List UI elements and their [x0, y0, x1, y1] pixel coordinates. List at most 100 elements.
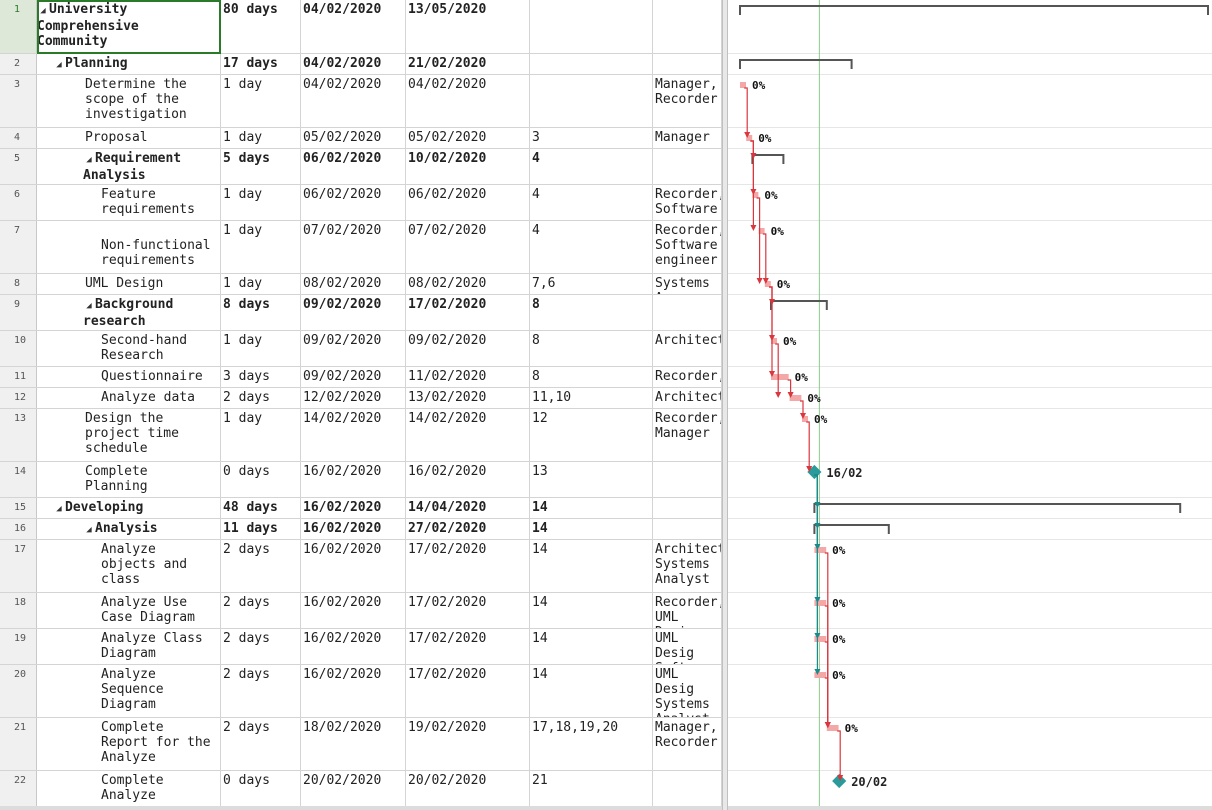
row-number[interactable]: 3: [0, 75, 37, 127]
duration-cell[interactable]: 2 days: [221, 593, 301, 628]
collapse-triangle-icon[interactable]: ◢: [86, 525, 92, 535]
task-row[interactable]: 8 UML Design 1 day 08/02/2020 08/02/2020 7,6 S…: [0, 274, 722, 295]
task-row[interactable]: 9 ◢ Background research 8 days 09/02/2020 17/…: [0, 295, 722, 331]
predecessors-cell[interactable]: 14: [530, 593, 653, 628]
resources-cell[interactable]: Systems A: [653, 274, 722, 294]
task-name-cell[interactable]: Analyze Use Case Diagram: [37, 593, 221, 628]
task-name-cell[interactable]: Complete Report for the Analyze: [37, 718, 221, 770]
resources-cell[interactable]: UML Desig Software: [653, 629, 722, 664]
task-name-cell[interactable]: Analyze Class Diagram: [37, 629, 221, 664]
duration-cell[interactable]: 8 days: [221, 295, 301, 330]
start-cell[interactable]: 18/02/2020: [301, 718, 406, 770]
task-row[interactable]: 17 Analyze objects and class 2 days 16/02/2…: [0, 540, 722, 593]
task-name-cell[interactable]: Analyze data: [37, 388, 221, 408]
resources-cell[interactable]: Recorder, Software: [653, 185, 722, 220]
task-name-cell[interactable]: Complete Planning: [37, 462, 221, 497]
resources-cell[interactable]: [653, 462, 722, 497]
resources-cell[interactable]: Architect: [653, 331, 722, 366]
task-name-cell[interactable]: Proposal: [37, 128, 221, 148]
task-row[interactable]: 6 Feature requirements 1 day 06/02/2020 06/0…: [0, 185, 722, 221]
task-name-cell[interactable]: Questionnaire: [37, 367, 221, 387]
duration-cell[interactable]: 48 days: [221, 498, 301, 518]
start-cell[interactable]: 06/02/2020: [301, 149, 406, 184]
finish-cell[interactable]: 17/02/2020: [406, 593, 530, 628]
predecessors-cell[interactable]: 11,10: [530, 388, 653, 408]
finish-cell[interactable]: 27/02/2020: [406, 519, 530, 539]
finish-cell[interactable]: 06/02/2020: [406, 185, 530, 220]
start-cell[interactable]: 16/02/2020: [301, 593, 406, 628]
row-number[interactable]: 4: [0, 128, 37, 148]
start-cell[interactable]: 09/02/2020: [301, 367, 406, 387]
finish-cell[interactable]: 13/05/2020: [406, 0, 530, 53]
finish-cell[interactable]: 07/02/2020: [406, 221, 530, 273]
start-cell[interactable]: 08/02/2020: [301, 274, 406, 294]
row-number[interactable]: 18: [0, 593, 37, 628]
row-number[interactable]: 2: [0, 54, 37, 74]
duration-cell[interactable]: 3 days: [221, 367, 301, 387]
predecessors-cell[interactable]: 3: [530, 128, 653, 148]
row-number[interactable]: 13: [0, 409, 37, 461]
duration-cell[interactable]: 2 days: [221, 540, 301, 592]
predecessors-cell[interactable]: 17,18,19,20: [530, 718, 653, 770]
finish-cell[interactable]: 10/02/2020: [406, 149, 530, 184]
task-name-cell[interactable]: ◢ Background research: [37, 295, 221, 330]
row-number[interactable]: 19: [0, 629, 37, 664]
task-row[interactable]: 22 Complete Analyze 0 days 20/02/2020 20/02/…: [0, 771, 722, 808]
predecessors-cell[interactable]: 8: [530, 367, 653, 387]
task-row[interactable]: 7 Non-functional requirements 1 day 07/02/…: [0, 221, 722, 274]
row-number[interactable]: 10: [0, 331, 37, 366]
task-row[interactable]: 20 Analyze Sequence Diagram 2 days 16/02/20…: [0, 665, 722, 718]
task-name-cell[interactable]: Analyze objects and class: [37, 540, 221, 592]
predecessors-cell[interactable]: 7,6: [530, 274, 653, 294]
resources-cell[interactable]: Architect: [653, 388, 722, 408]
task-name-cell[interactable]: UML Design: [37, 274, 221, 294]
duration-cell[interactable]: 1 day: [221, 128, 301, 148]
start-cell[interactable]: 06/02/2020: [301, 185, 406, 220]
resources-cell[interactable]: [653, 54, 722, 74]
predecessors-cell[interactable]: [530, 54, 653, 74]
start-cell[interactable]: 20/02/2020: [301, 771, 406, 807]
predecessors-cell[interactable]: 4: [530, 185, 653, 220]
finish-cell[interactable]: 14/02/2020: [406, 409, 530, 461]
start-cell[interactable]: 04/02/2020: [301, 54, 406, 74]
task-name-cell[interactable]: Determine the scope of the investigation: [37, 75, 221, 127]
task-row[interactable]: 15 ◢ Developing 48 days 16/02/2020 14/04/2020…: [0, 498, 722, 519]
task-row[interactable]: 3 Determine the scope of the investigatio…: [0, 75, 722, 128]
duration-cell[interactable]: 2 days: [221, 718, 301, 770]
pane-splitter[interactable]: [722, 0, 728, 810]
task-name-cell[interactable]: ◢ University Comprehensive Community: [37, 0, 221, 53]
task-name-cell[interactable]: ◢ Developing: [37, 498, 221, 518]
duration-cell[interactable]: 2 days: [221, 665, 301, 717]
predecessors-cell[interactable]: 14: [530, 665, 653, 717]
resources-cell[interactable]: [653, 295, 722, 330]
duration-cell[interactable]: 1 day: [221, 221, 301, 273]
resources-cell[interactable]: [653, 0, 722, 53]
task-name-cell[interactable]: Non-functional requirements: [37, 221, 221, 273]
finish-cell[interactable]: 17/02/2020: [406, 665, 530, 717]
collapse-triangle-icon[interactable]: ◢: [86, 301, 92, 311]
row-number[interactable]: 6: [0, 185, 37, 220]
task-row[interactable]: 5 ◢ Requirement Analysis 5 days 06/02/2020 10…: [0, 149, 722, 185]
task-row[interactable]: 16 ◢ Analysis 11 days 16/02/2020 27/02/2020 14: [0, 519, 722, 540]
finish-cell[interactable]: 20/02/2020: [406, 771, 530, 807]
collapse-triangle-icon[interactable]: ◢: [40, 6, 46, 16]
row-number[interactable]: 16: [0, 519, 37, 539]
finish-cell[interactable]: 14/04/2020: [406, 498, 530, 518]
finish-cell[interactable]: 04/02/2020: [406, 75, 530, 127]
finish-cell[interactable]: 17/02/2020: [406, 295, 530, 330]
row-number[interactable]: 22: [0, 771, 37, 807]
resources-cell[interactable]: Manager, Recorder: [653, 75, 722, 127]
task-name-cell[interactable]: ◢ Requirement Analysis: [37, 149, 221, 184]
start-cell[interactable]: 05/02/2020: [301, 128, 406, 148]
row-number[interactable]: 7: [0, 221, 37, 273]
task-name-cell[interactable]: Feature requirements: [37, 185, 221, 220]
task-name-cell[interactable]: Analyze Sequence Diagram: [37, 665, 221, 717]
duration-cell[interactable]: 17 days: [221, 54, 301, 74]
task-row[interactable]: 4 Proposal 1 day 05/02/2020 05/02/2020 3 Manag…: [0, 128, 722, 149]
task-row[interactable]: 21 Complete Report for the Analyze 2 days 1…: [0, 718, 722, 771]
row-number[interactable]: 15: [0, 498, 37, 518]
finish-cell[interactable]: 05/02/2020: [406, 128, 530, 148]
task-row[interactable]: 2 ◢ Planning 17 days 04/02/2020 21/02/2020: [0, 54, 722, 75]
collapse-triangle-icon[interactable]: ◢: [56, 60, 62, 70]
row-number[interactable]: 5: [0, 149, 37, 184]
